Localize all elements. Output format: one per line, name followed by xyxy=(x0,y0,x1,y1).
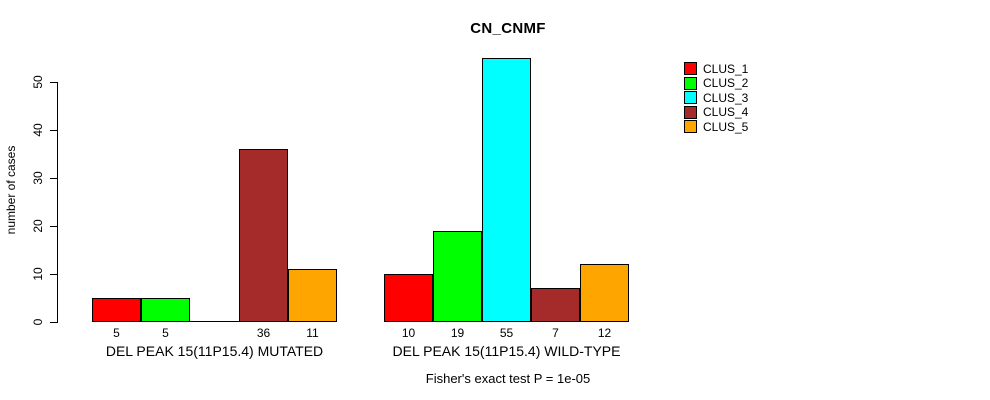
bar-clus_2-group2 xyxy=(433,231,482,322)
y-axis-line xyxy=(57,82,58,323)
legend-label: CLUS_2 xyxy=(703,76,749,91)
y-tick-label: 10 xyxy=(31,267,45,281)
legend-label: CLUS_1 xyxy=(703,61,749,76)
y-tick-label: 40 xyxy=(31,123,45,137)
legend-swatch-clus_4 xyxy=(684,105,697,119)
y-axis-tick xyxy=(50,226,57,227)
group-label: DEL PEAK 15(11P15.4) WILD-TYPE xyxy=(392,343,621,359)
bar-clus_1-group1 xyxy=(92,298,141,322)
bar-value-label: 7 xyxy=(552,326,559,340)
bar-value-label: 12 xyxy=(597,326,612,340)
bar-value-label: 5 xyxy=(162,326,169,340)
bar-value-label: 11 xyxy=(306,326,319,340)
bar-clus_1-group2 xyxy=(384,274,433,322)
group-label: DEL PEAK 15(11P15.4) MUTATED xyxy=(105,343,324,359)
bar-value-label: 5 xyxy=(113,326,120,340)
bar-clus_3-group2 xyxy=(482,58,531,322)
fisher-test-annotation: Fisher's exact test P = 1e-05 xyxy=(425,371,591,386)
y-axis-tick xyxy=(50,82,57,83)
legend-swatch-clus_3 xyxy=(684,91,697,105)
legend-label: CLUS_5 xyxy=(703,119,749,134)
y-tick-label: 0 xyxy=(31,318,45,326)
legend-item-clus_3: CLUS_3 xyxy=(684,90,749,105)
bar-value-label: 36 xyxy=(256,326,271,340)
bar-clus_4-group2 xyxy=(531,288,580,322)
legend-swatch-clus_2 xyxy=(684,76,697,90)
legend-item-clus_2: CLUS_2 xyxy=(684,76,749,91)
bar-value-label: 10 xyxy=(401,326,416,340)
bar-clus_4-group1 xyxy=(239,149,288,322)
bar-value-label: 19 xyxy=(450,326,465,340)
legend-item-clus_1: CLUS_1 xyxy=(684,62,748,75)
bar-value-label: 55 xyxy=(499,326,514,340)
chart-title: CN_CNMF xyxy=(470,20,546,37)
legend-label: CLUS_4 xyxy=(703,105,749,120)
legend-label: CLUS_3 xyxy=(703,90,749,105)
legend: CLUS_1 CLUS_2 CLUS_3 CLUS_4 CLUS_5 xyxy=(684,62,748,135)
legend-swatch-clus_5 xyxy=(684,120,697,134)
y-axis-tick xyxy=(50,178,57,179)
legend-swatch-clus_1 xyxy=(684,62,697,75)
bar-clus_5-group1 xyxy=(288,269,337,322)
y-tick-label: 20 xyxy=(31,219,45,233)
y-axis-tick xyxy=(50,130,57,131)
bar-clus_3-group1-zero xyxy=(190,321,239,322)
bar-clus_2-group1 xyxy=(141,298,190,322)
y-tick-label: 50 xyxy=(31,75,45,89)
bar-clus_5-group2 xyxy=(580,264,629,322)
legend-item-clus_5: CLUS_5 xyxy=(684,119,749,134)
y-axis-tick xyxy=(50,322,57,323)
y-axis-tick xyxy=(50,274,57,275)
legend-item-clus_4: CLUS_4 xyxy=(684,105,749,120)
y-tick-label: 30 xyxy=(31,171,45,185)
